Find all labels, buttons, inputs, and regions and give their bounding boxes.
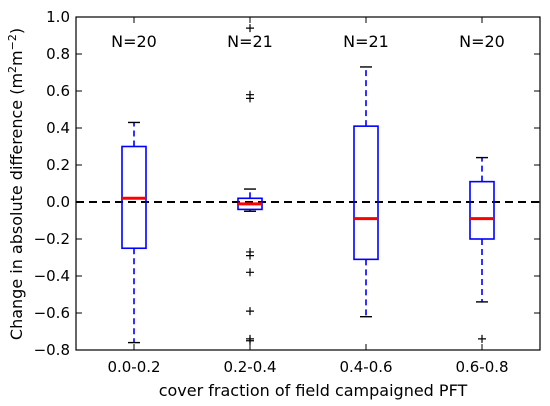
sample-size-label: N=21 (227, 32, 273, 51)
y-tick-label: 0.6 (46, 82, 70, 100)
y-tick-label: −0.2 (34, 230, 70, 248)
x-axis-title: cover fraction of field campaigned PFT (159, 381, 468, 400)
plot-frame (75, 16, 541, 351)
sample-size-label: N=21 (343, 32, 389, 51)
x-tick-label: 0.4-0.6 (339, 358, 392, 376)
outlier-marker (246, 336, 254, 345)
y-axis-title: Change in absolute difference (m2m−2) (6, 28, 26, 340)
outlier-marker (246, 251, 254, 260)
y-tick-label: −0.6 (34, 304, 70, 322)
y-tick-label: 0.2 (46, 156, 70, 174)
outlier-marker (246, 24, 254, 33)
outlier-marker (246, 307, 254, 316)
sample-size-label: N=20 (459, 32, 505, 51)
outlier-marker (246, 94, 254, 103)
x-tick-label: 0.0-0.2 (107, 358, 160, 376)
x-tick-label: 0.2-0.4 (223, 358, 276, 376)
y-tick-label: −0.4 (34, 267, 70, 285)
outlier-marker (246, 268, 254, 277)
y-tick-label: 0.8 (46, 45, 70, 63)
plot-area: N=20 N=21 N=21 N=20 −0.8 −0.6 −0.4 −0.2 0.0 0.2 0.… (34, 8, 541, 376)
box (353, 125, 379, 261)
y-tick-label: 0.0 (46, 193, 70, 211)
outlier-marker (478, 334, 486, 343)
y-tick-label: 1.0 (46, 8, 70, 26)
sample-size-label: N=20 (111, 32, 157, 51)
box (469, 180, 495, 240)
y-tick-label: 0.4 (46, 119, 70, 137)
y-tick-label: −0.8 (34, 341, 70, 359)
x-tick-label: 0.6-0.8 (455, 358, 508, 376)
